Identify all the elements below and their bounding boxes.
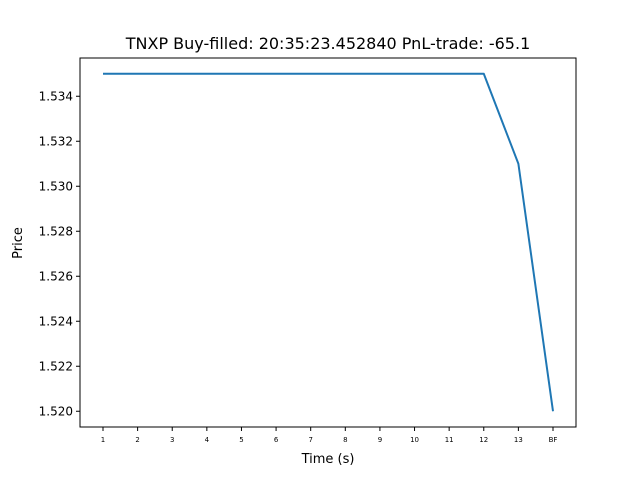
y-tick-label: 1.530: [39, 179, 73, 193]
x-tick-label: 10: [410, 436, 419, 444]
x-tick-label: 12: [479, 436, 488, 444]
y-tick-label: 1.520: [39, 404, 73, 418]
y-tick-label: 1.534: [39, 89, 73, 103]
y-tick-label: 1.528: [39, 224, 73, 238]
x-tick-label: 9: [378, 436, 382, 444]
x-tick-label: 7: [308, 436, 312, 444]
x-axis-label: Time (s): [301, 452, 355, 467]
chart-marks: 1.520 1.522 1.524 1.526 1.528 1.530 1.532 1.534…: [39, 72, 558, 444]
series-line: [103, 72, 554, 412]
x-tick-label: 13: [514, 436, 523, 444]
x-tick-label: 1: [101, 436, 105, 444]
y-axis-label: Price: [11, 227, 26, 259]
plot-area: [79, 57, 577, 428]
x-tick-label: 3: [170, 436, 174, 444]
x-tick-label: BF: [549, 436, 558, 444]
x-tick-label: 5: [239, 436, 243, 444]
x-tick-label: 6: [274, 436, 279, 444]
x-tick-label: 2: [135, 436, 139, 444]
y-tick-label: 1.526: [39, 269, 73, 283]
y-tick-label: 1.524: [39, 314, 73, 328]
chart-title: TNXP Buy-filled: 20:35:23.452840 PnL-tra…: [125, 34, 531, 53]
x-tick-label: 4: [205, 436, 210, 444]
x-tick-label: 8: [343, 436, 347, 444]
y-tick-label: 1.532: [39, 134, 73, 148]
y-tick-label: 1.522: [39, 359, 73, 373]
x-tick-label: 11: [445, 436, 454, 444]
